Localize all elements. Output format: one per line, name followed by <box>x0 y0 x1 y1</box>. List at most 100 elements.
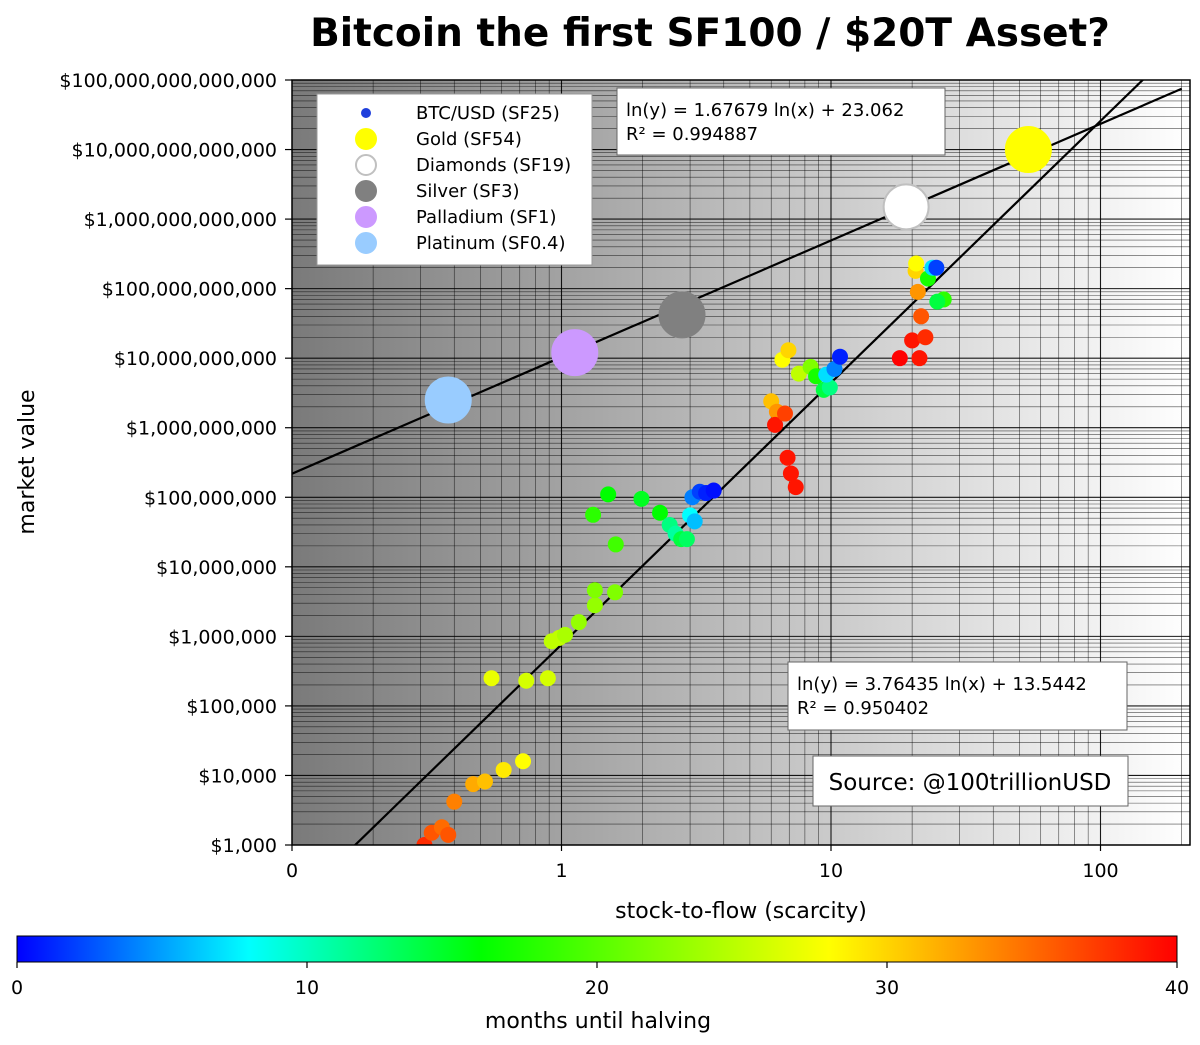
btc-point <box>585 506 602 523</box>
legend-marker <box>355 232 377 254</box>
btc-point <box>686 513 703 530</box>
colorbar-tick-label: 10 <box>295 977 319 999</box>
fit-1-r2: R² = 0.994887 <box>626 124 758 145</box>
btc-point <box>928 259 945 276</box>
fit-2-r2: R² = 0.950402 <box>797 698 929 719</box>
colorbar-tick-label: 30 <box>875 977 899 999</box>
asset-diamonds-marker <box>882 183 930 231</box>
btc-point <box>600 486 617 503</box>
btc-point <box>607 536 624 553</box>
y-tick-label: $10,000,000 <box>156 557 277 579</box>
y-tick-label: $1,000,000,000 <box>126 418 277 440</box>
legend-label: Palladium (SF1) <box>416 207 556 228</box>
y-tick-label: $1,000,000,000,000 <box>84 209 277 231</box>
btc-point <box>908 255 925 272</box>
legend-label: Silver (SF3) <box>416 181 520 202</box>
x-tick-label: 100 <box>1082 860 1118 882</box>
btc-point <box>832 348 849 365</box>
source-box: Source: @100trillionUSD <box>812 755 1129 807</box>
btc-point <box>782 465 799 482</box>
btc-point <box>929 293 946 310</box>
btc-point <box>787 479 804 496</box>
btc-point <box>515 753 532 770</box>
x-tick-label: 1 <box>555 860 567 882</box>
btc-point <box>476 773 493 790</box>
btc-point <box>891 350 908 367</box>
legend-marker <box>361 108 371 118</box>
btc-point <box>539 670 556 687</box>
btc-point <box>909 283 926 300</box>
x-tick-label: 0 <box>286 860 298 882</box>
y-tick-label: $100,000,000 <box>144 487 277 509</box>
btc-point <box>586 597 603 614</box>
colorbar-gradient <box>16 935 1178 963</box>
legend-label: Platinum (SF0.4) <box>416 233 565 254</box>
btc-point <box>518 672 535 689</box>
btc-point <box>678 531 695 548</box>
btc-point <box>913 308 930 325</box>
legend-marker <box>355 206 377 228</box>
btc-point <box>570 614 587 631</box>
y-tick-label: $100,000,000,000 <box>102 279 277 301</box>
colorbar: 0 10 20 30 40 months until halving <box>11 935 1189 1034</box>
x-tick-label: 10 <box>819 860 843 882</box>
y-tick-label: $1,000,000 <box>168 626 277 648</box>
x-axis-ticks: 0 1 10 100 <box>286 845 1119 882</box>
btc-point <box>446 793 463 810</box>
btc-point <box>483 670 500 687</box>
btc-point <box>586 582 603 599</box>
fit-1-equation: ln(y) = 1.67679 ln(x) + 23.062 <box>626 100 904 121</box>
btc-point <box>651 504 668 521</box>
btc-point <box>607 584 624 601</box>
y-tick-label: $10,000 <box>198 765 277 787</box>
asset-gold-marker <box>1004 126 1052 174</box>
legend-label: BTC/USD (SF25) <box>416 103 560 124</box>
colorbar-tick-label: 20 <box>585 977 609 999</box>
y-tick-label: $10,000,000,000,000 <box>72 140 277 162</box>
asset-palladium-marker <box>551 329 599 377</box>
colorbar-label: months until halving <box>485 1009 711 1034</box>
y-tick-label: $100,000 <box>186 696 277 718</box>
legend-label: Gold (SF54) <box>416 129 522 150</box>
btc-point <box>790 365 807 382</box>
btc-point <box>821 379 838 396</box>
source-label: Source: @100trillionUSD <box>829 770 1112 796</box>
legend-marker <box>355 128 377 150</box>
btc-point <box>556 626 573 643</box>
fit-box-2: ln(y) = 3.76435 ln(x) + 13.5442 R² = 0.9… <box>787 661 1128 731</box>
colorbar-tick-label: 40 <box>1165 977 1189 999</box>
btc-point <box>780 342 797 359</box>
asset-silver-marker <box>658 291 706 339</box>
btc-markers <box>416 255 952 845</box>
fit-box-1: ln(y) = 1.67679 ln(x) + 23.062 R² = 0.99… <box>616 87 946 156</box>
legend-marker <box>355 154 377 176</box>
y-axis-label: market value <box>15 389 40 534</box>
legend-label: Diamonds (SF19) <box>416 155 571 176</box>
btc-point <box>779 449 796 466</box>
asset-markers <box>424 126 1052 424</box>
y-tick-label: $100,000,000,000,000 <box>59 70 277 92</box>
y-tick-label: $1,000 <box>211 835 277 857</box>
btc-point <box>917 329 934 346</box>
x-axis-label: stock-to-flow (scarcity) <box>615 899 867 924</box>
legend-marker <box>355 180 377 202</box>
btc-point <box>440 826 457 843</box>
btc-point <box>767 416 784 433</box>
btc-point <box>776 405 793 422</box>
btc-point <box>495 761 512 778</box>
btc-point <box>633 490 650 507</box>
btc-point <box>904 332 921 349</box>
asset-platinum-marker <box>424 376 472 424</box>
chart-title: Bitcoin the first SF100 / $20T Asset? <box>310 11 1110 56</box>
y-tick-label: $10,000,000,000 <box>114 348 277 370</box>
fit-line-2 <box>353 80 1145 845</box>
colorbar-tick-label: 0 <box>11 977 23 999</box>
btc-point <box>911 350 928 367</box>
fit-2-equation: ln(y) = 3.76435 ln(x) + 13.5442 <box>797 674 1087 695</box>
btc-point <box>705 482 722 499</box>
plot-frame <box>291 79 1191 846</box>
legend: BTC/USD (SF25) Gold (SF54) Diamonds (SF19)… <box>316 93 593 266</box>
y-axis-ticks: $1,000 $10,000 $100,000 $1,000,000 $10,000,0… <box>59 70 292 857</box>
btc-point <box>826 360 843 377</box>
